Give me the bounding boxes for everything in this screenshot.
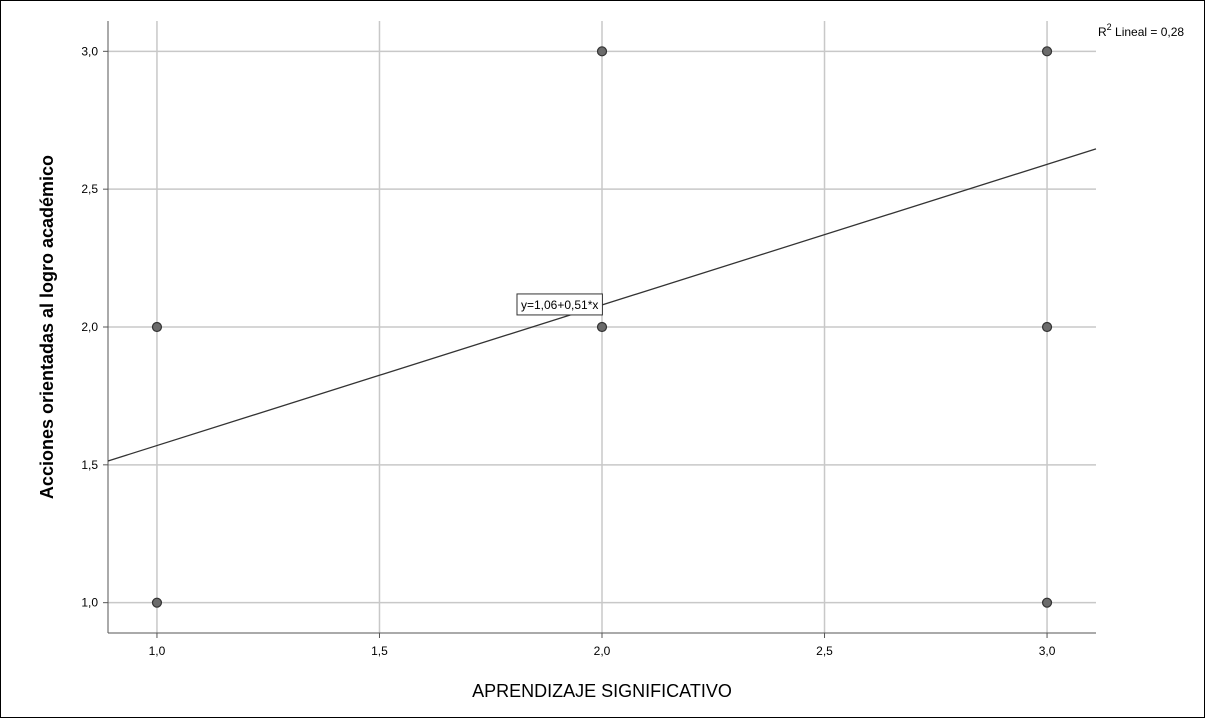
y-tick-label: 2,5 — [81, 182, 98, 196]
equation-box: y=1,06+0,51*x — [516, 293, 603, 316]
data-point — [151, 321, 163, 333]
x-tick-label: 2,0 — [594, 644, 611, 658]
r2-superscript: 2 — [1107, 22, 1112, 32]
r2-prefix: R — [1098, 25, 1107, 39]
x-tick-label: 3,0 — [1039, 644, 1056, 658]
equation-box-frame — [516, 293, 603, 316]
data-point — [1041, 597, 1053, 608]
x-tick-label: 1,5 — [371, 644, 388, 658]
data-point — [1041, 321, 1053, 333]
y-tick-labels: 1,0 1,5 2,0 2,5 3,0 — [81, 44, 108, 610]
x-axis-title: APRENDIZAJE SIGNIFICATIVO — [472, 681, 732, 701]
x-tick-label: 1,0 — [149, 644, 166, 658]
data-point — [596, 321, 608, 333]
y-tick-label: 2,0 — [81, 320, 98, 334]
x-tick-label: 2,5 — [816, 644, 833, 658]
equation-label: y=1,06+0,51*x — [521, 298, 598, 312]
data-points — [151, 46, 1053, 608]
data-point — [596, 46, 608, 57]
x-tick-labels: 1,0 1,5 2,0 2,5 3,0 — [149, 633, 1056, 658]
y-tick-label: 3,0 — [81, 44, 98, 58]
y-axis-title: Acciones orientadas al logro académico — [37, 155, 57, 499]
y-tick-label: 1,5 — [81, 458, 98, 472]
y-tick-label: 1,0 — [81, 596, 98, 610]
data-point — [151, 597, 163, 608]
r2-label: R2 Lineal = 0,28 — [1098, 22, 1184, 39]
r2-text: Lineal = 0,28 — [1112, 25, 1185, 39]
data-point — [1041, 46, 1053, 57]
